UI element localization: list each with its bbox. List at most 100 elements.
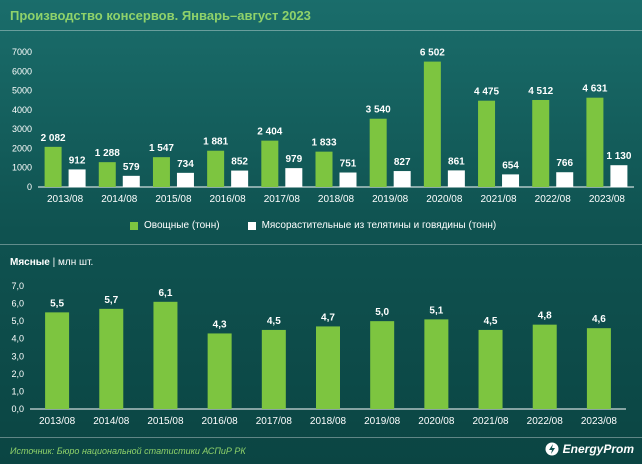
footer: Источник: Бюро национальной статистики А…: [0, 437, 642, 464]
data-label: 1 833: [311, 138, 336, 149]
bar: [423, 61, 441, 187]
x-tick-label: 2018/08: [318, 194, 355, 205]
data-label: 4,3: [213, 319, 227, 330]
chart-legend: Овощные (тонн) Мясорастительные из телят…: [130, 220, 496, 231]
data-label: 4,8: [538, 311, 552, 322]
data-label: 4 512: [528, 86, 553, 97]
legend-swatch-white: [247, 221, 256, 230]
bar: [99, 308, 124, 409]
bar: [231, 170, 249, 187]
y-tick-label: 5000: [12, 86, 32, 96]
bar: [424, 319, 449, 409]
data-label: 2 404: [257, 127, 282, 138]
data-label: 4 475: [474, 87, 499, 98]
data-label: 5,5: [50, 298, 64, 309]
bar: [610, 165, 628, 187]
x-tick-label: 2015/08: [147, 416, 184, 427]
data-label: 861: [448, 156, 465, 167]
legend-item-meat: Мясорастительные из телятины и говядины …: [247, 220, 497, 231]
x-tick-label: 2021/08: [480, 194, 517, 205]
x-tick-label: 2017/08: [256, 416, 293, 427]
x-tick-label: 2021/08: [472, 416, 509, 427]
bar: [44, 146, 62, 187]
bar: [315, 151, 333, 187]
x-tick-label: 2019/08: [364, 416, 401, 427]
bar: [98, 162, 116, 187]
data-label: 912: [69, 155, 86, 166]
bar: [478, 329, 503, 409]
x-tick-label: 2020/08: [426, 194, 463, 205]
x-tick-label: 2013/08: [47, 194, 84, 205]
y-tick-label: 7,0: [11, 281, 24, 291]
bar: [176, 172, 194, 187]
bar: [285, 168, 303, 187]
bar: [316, 326, 340, 409]
subchart-title: Мясные | млн шт.: [10, 257, 93, 268]
bar: [532, 324, 557, 409]
data-label: 1 881: [203, 137, 228, 148]
data-label: 5,7: [104, 295, 118, 306]
bar: [369, 118, 387, 187]
title-divider: [0, 30, 642, 31]
brand-name: EnergyProm: [562, 442, 634, 456]
subchart-unit: | млн шт.: [52, 257, 94, 268]
y-tick-label: 4,0: [11, 334, 24, 344]
data-label: 5,1: [429, 305, 443, 316]
y-tick-label: 2000: [12, 143, 32, 153]
x-tick-label: 2013/08: [39, 416, 76, 427]
data-label: 751: [340, 159, 357, 170]
brand-logo: EnergyProm: [545, 442, 634, 456]
legend-swatch-green: [130, 221, 138, 230]
x-tick-label: 2019/08: [372, 194, 409, 205]
x-tick-label: 2018/08: [310, 416, 347, 427]
data-label: 979: [285, 154, 302, 165]
data-label: 827: [394, 157, 411, 168]
x-tick-label: 2015/08: [155, 194, 192, 205]
y-tick-label: 6,0: [11, 299, 24, 309]
x-tick-label: 2022/08: [535, 194, 572, 205]
y-tick-label: 3,0: [11, 351, 24, 361]
data-label: 5,0: [375, 307, 389, 318]
bar: [153, 301, 178, 409]
y-tick-label: 7000: [12, 47, 32, 57]
source-note: Источник: Бюро национальной статистики А…: [10, 446, 246, 456]
bar: [532, 99, 550, 187]
data-label: 852: [231, 157, 248, 168]
legend-label-vegetable: Овощные (тонн): [144, 220, 220, 231]
bar: [502, 174, 520, 187]
bar: [261, 329, 286, 409]
bar: [261, 140, 279, 187]
data-label: 4,7: [321, 312, 335, 323]
y-tick-label: 3000: [12, 124, 32, 134]
bar: [447, 170, 465, 187]
x-tick-label: 2023/08: [581, 416, 618, 427]
bar: [556, 172, 574, 187]
legend-label-meat: Мясорастительные из телятины и говядины …: [261, 220, 497, 231]
y-tick-label: 0: [27, 182, 32, 192]
data-label: 654: [502, 160, 519, 171]
y-tick-label: 6000: [12, 66, 32, 76]
x-tick-label: 2014/08: [101, 194, 138, 205]
y-tick-label: 4000: [12, 105, 32, 115]
bar: [586, 328, 611, 409]
x-tick-label: 2017/08: [264, 194, 301, 205]
bar: [68, 169, 86, 187]
x-tick-label: 2023/08: [589, 194, 626, 205]
chart-title: Производство консервов. Январь–август 20…: [10, 8, 311, 23]
data-label: 4,5: [484, 316, 498, 327]
x-tick-label: 2020/08: [418, 416, 455, 427]
bar: [122, 175, 140, 187]
legend-item-vegetable: Овощные (тонн): [130, 220, 220, 231]
bar: [207, 333, 232, 409]
y-tick-label: 1000: [12, 163, 32, 173]
y-tick-label: 5,0: [11, 316, 24, 326]
x-tick-label: 2022/08: [527, 416, 564, 427]
data-label: 734: [177, 159, 194, 170]
y-tick-label: 2,0: [11, 369, 24, 379]
data-label: 4 631: [582, 84, 607, 95]
lightning-icon: [545, 442, 559, 456]
x-tick-label: 2016/08: [202, 416, 239, 427]
data-label: 3 540: [366, 105, 391, 116]
